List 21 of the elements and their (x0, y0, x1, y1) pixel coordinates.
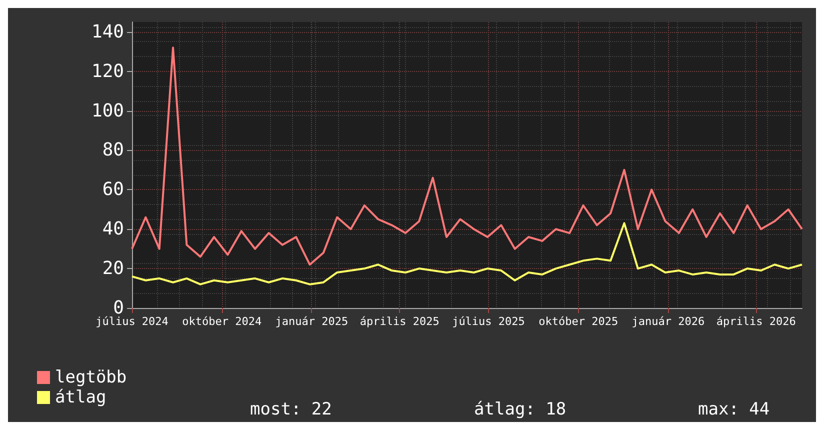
line-series (131, 222, 803, 286)
legend-label: átlag (55, 388, 106, 408)
x-tick-label: április 2025 (360, 315, 440, 328)
text: most: 22 (250, 400, 332, 420)
text: átlag: 18 (474, 400, 566, 420)
y-tick-label: 100 (91, 100, 124, 122)
text: max: 44 (698, 400, 770, 420)
y-tick-label: 80 (102, 140, 124, 161)
x-tick-label: április 2026 (716, 315, 796, 328)
line-series (131, 46, 803, 266)
y-tick-label: 40 (102, 218, 124, 240)
y-tick-label: 140 (91, 21, 124, 42)
x-tick-label: július 2025 (452, 315, 525, 328)
x-tick-label: január 2025 (275, 315, 348, 328)
x-tick-label: október 2025 (538, 315, 618, 328)
x-tick-label: január 2026 (632, 315, 705, 328)
x-tick-label: október 2024 (182, 315, 262, 328)
y-tick-label: 120 (91, 60, 124, 82)
legend-label: legtöbb (55, 368, 127, 388)
y-tick-label: 60 (102, 179, 124, 200)
y-tick-label: 20 (102, 258, 124, 280)
